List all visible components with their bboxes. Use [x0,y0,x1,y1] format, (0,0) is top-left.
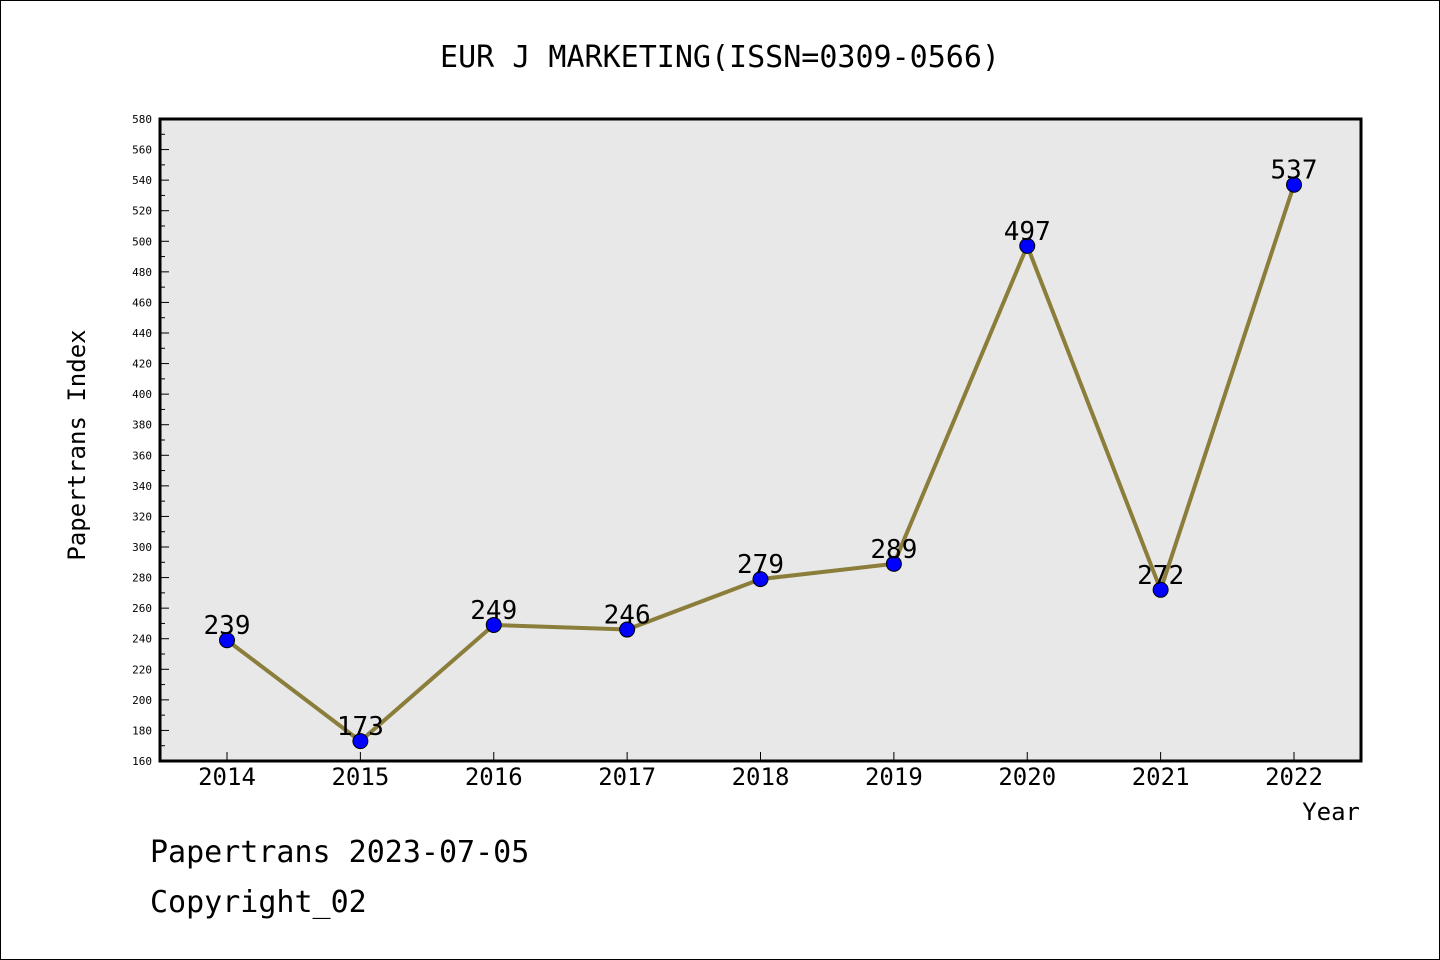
y-tick-label: 580 [132,113,152,126]
y-tick-label: 520 [132,205,152,218]
y-tick-label: 500 [132,235,152,248]
data-label: 289 [870,535,917,565]
data-label: 272 [1137,561,1184,591]
y-axis-label: Papertrans Index [63,329,91,560]
y-tick-label: 320 [132,510,152,523]
data-label: 239 [204,611,251,641]
series-group: 239 173 249 246 279 289 497 272 537 [204,156,1318,750]
data-label: 249 [470,596,517,626]
data-label: 537 [1271,156,1318,186]
data-point [219,632,235,649]
y-tick-label: 180 [132,724,152,737]
x-tick-label: 2014 [198,763,256,791]
data-point [485,616,502,633]
plot-area [158,117,1363,763]
x-tick-label: 2020 [998,763,1056,791]
y-tick-label: 440 [132,327,152,340]
x-axis-label: Year [1302,798,1360,826]
x-tick-label: 2021 [1132,763,1190,791]
y-tick-label: 300 [132,541,152,554]
data-point [885,555,902,572]
y-tick-label: 540 [132,174,152,187]
x-tick-label: 2015 [331,763,389,791]
data-point [1286,176,1302,193]
data-point [752,571,769,588]
chart-title: EUR J MARKETING(ISSN=0309-0566) [440,40,1000,75]
y-axis: 160 180 200 220 240 260 280 300 320 340 360 380 400 4… [132,113,169,768]
y-tick-label: 460 [132,296,152,309]
data-point [352,733,369,750]
y-tick-label: 220 [132,663,152,676]
y-tick-label: 380 [132,419,152,432]
x-axis: 2014 2015 2016 2017 2018 2019 2020 2021 2022 [198,752,1323,791]
footer-copyright-text: Copyright_02 [150,885,367,920]
y-tick-label: 280 [132,572,152,585]
x-tick-label: 2022 [1265,763,1323,791]
y-tick-label: 360 [132,449,152,462]
y-tick-label: 240 [132,633,152,646]
y-tick-label: 400 [132,388,152,401]
y-tick-label: 260 [132,602,152,615]
y-tick-label: 480 [132,266,152,279]
x-tick-label: 2016 [465,763,523,791]
data-label: 246 [604,601,651,631]
data-label: 497 [1004,217,1051,247]
x-tick-label: 2017 [598,763,656,791]
footer-date-text: Papertrans 2023-07-05 [150,835,530,870]
x-tick-label: 2018 [732,763,790,791]
x-tick-label: 2019 [865,763,923,791]
y-tick-label: 340 [132,480,152,493]
data-point [1152,581,1169,598]
data-label: 279 [737,550,784,580]
y-tick-label: 560 [132,144,152,157]
y-tick-label: 200 [132,694,152,707]
data-label: 173 [337,712,384,742]
data-point [619,621,636,638]
y-tick-label: 160 [132,755,152,768]
y-tick-label: 420 [132,358,152,371]
data-point [1019,237,1036,254]
